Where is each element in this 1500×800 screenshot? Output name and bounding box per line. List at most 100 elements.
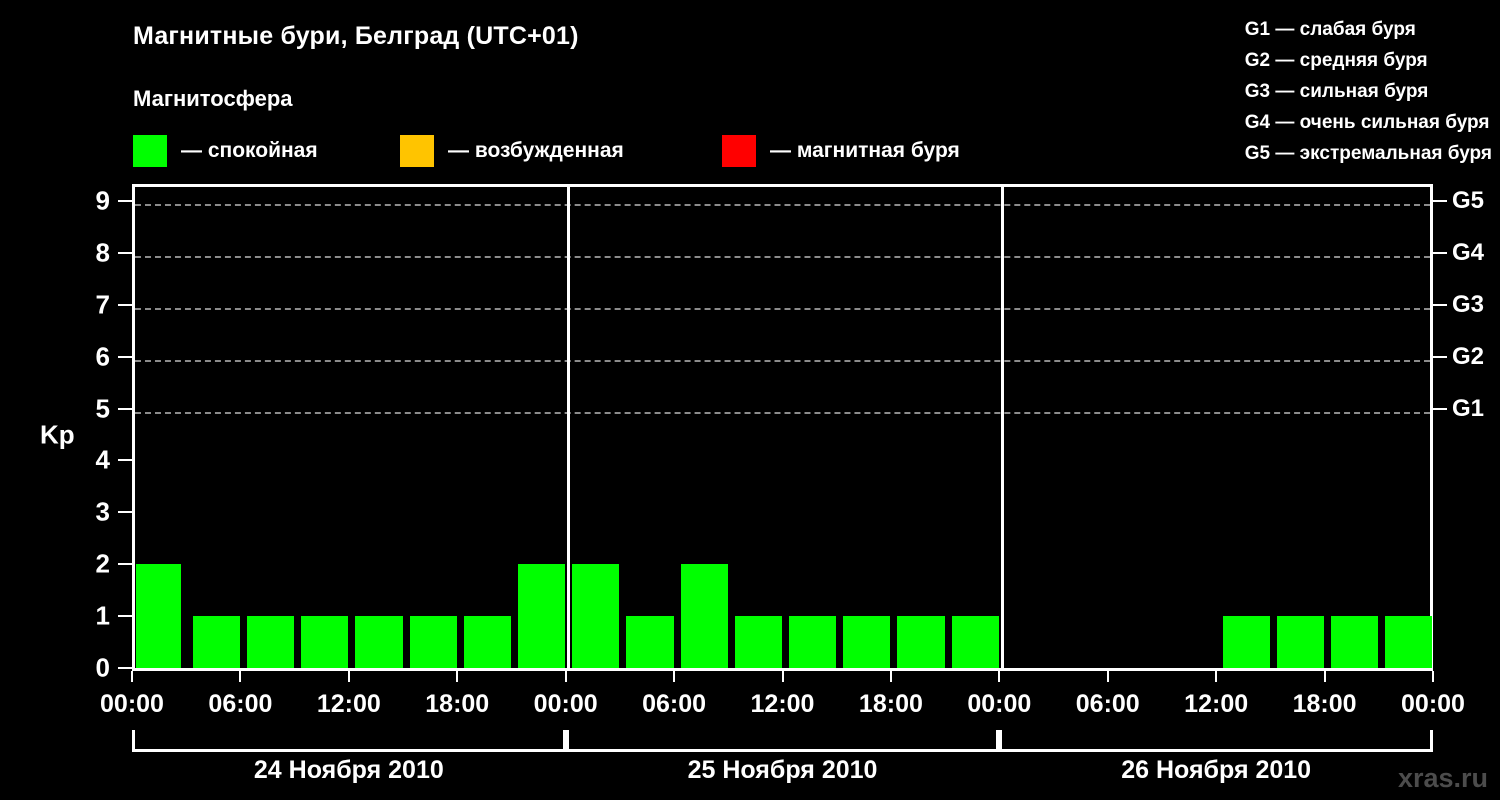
bar — [951, 616, 999, 668]
y-tick-5 — [118, 407, 132, 410]
bar — [246, 616, 295, 668]
y-tick-9 — [118, 200, 132, 202]
red-square-icon — [722, 135, 756, 167]
y-tick-8 — [118, 251, 132, 254]
x-axis-label-11: 18:00 — [1292, 690, 1357, 718]
y-axis-label-4: 4 — [95, 444, 110, 475]
x-tick-12 — [1432, 671, 1434, 682]
x-tick-0 — [131, 671, 133, 682]
legend-item-label: — спокойная — [181, 139, 318, 162]
bar — [409, 616, 457, 668]
bar — [734, 616, 782, 668]
x-axis-label-2: 12:00 — [316, 690, 381, 718]
x-tick-1 — [239, 671, 242, 682]
x-tick-6 — [781, 671, 784, 682]
bar — [1276, 616, 1325, 668]
chart-plot-area — [132, 184, 1433, 671]
right-axis-label-G5: G5 — [1452, 187, 1485, 214]
y-axis-label-0: 0 — [95, 652, 110, 683]
x-tick-7 — [889, 671, 892, 682]
bar — [136, 564, 181, 668]
storm-scale-row-5: G5 — экстремальная буря — [1244, 143, 1492, 164]
bar — [789, 616, 837, 668]
x-axis-label-8: 00:00 — [967, 690, 1032, 718]
x-axis-baseline — [132, 668, 1433, 671]
gridline-kp-6 — [135, 359, 1430, 362]
storm-scale-row-4: G4 — очень сильная буря — [1244, 112, 1490, 133]
x-tick-4 — [564, 671, 567, 682]
x-tick-8 — [998, 671, 1001, 682]
y-axis-label-6: 6 — [95, 341, 110, 372]
x-axis-label-4: 00:00 — [533, 690, 598, 718]
right-tick-G4 — [1433, 251, 1447, 254]
bar — [1222, 616, 1270, 668]
legend-item-1: — возбужденная — [400, 132, 624, 170]
right-tick-G5 — [1433, 200, 1447, 202]
storm-scale-row-1: G1 — слабая буря — [1244, 19, 1416, 40]
gridline-kp-9 — [135, 204, 1430, 206]
legend-item-0: — спокойная — [133, 132, 318, 170]
bar — [463, 616, 511, 668]
y-tick-6 — [118, 355, 132, 358]
bar — [897, 616, 945, 668]
y-axis-label-7: 7 — [95, 289, 110, 320]
amber-square-icon — [400, 135, 434, 167]
page-title: Магнитные бури, Белград (UTC+01) — [133, 22, 579, 50]
y-axis-label-5: 5 — [95, 393, 110, 424]
x-tick-10 — [1215, 671, 1218, 682]
x-axis-label-10: 12:00 — [1184, 690, 1249, 718]
x-axis-label-7: 18:00 — [858, 690, 923, 718]
y-tick-7 — [118, 303, 132, 306]
bar — [301, 616, 349, 668]
x-tick-2 — [347, 671, 350, 682]
legend-item-label: — возбужденная — [448, 139, 624, 162]
storm-scale-row-3: G3 — сильная буря — [1244, 81, 1429, 102]
x-axis-label-0: 00:00 — [100, 690, 164, 718]
x-axis-label-6: 12:00 — [750, 690, 815, 718]
bar — [1385, 616, 1433, 668]
y-axis-label-9: 9 — [95, 185, 110, 216]
bar — [355, 616, 403, 668]
gridline-kp-7 — [135, 307, 1430, 310]
y-tick-1 — [118, 615, 132, 618]
legend-item-label: — магнитная буря — [770, 139, 960, 162]
bar — [843, 616, 891, 668]
day-bracket-0 — [132, 730, 566, 752]
day-bracket-1 — [565, 730, 1000, 752]
x-axis-label-9: 06:00 — [1075, 690, 1140, 718]
right-axis-label-G4: G4 — [1452, 238, 1485, 266]
plot-frame — [132, 184, 1433, 668]
x-axis-label-5: 06:00 — [642, 690, 707, 718]
magnetosphere-heading: Магнитосфера — [133, 86, 293, 111]
day-separator — [1000, 187, 1004, 668]
bar — [192, 616, 240, 668]
bar — [517, 564, 566, 668]
x-axis-label-1: 06:00 — [208, 690, 273, 718]
day-label-2: 26 Ноября 2010 — [1121, 756, 1312, 784]
y-tick-2 — [118, 563, 132, 566]
right-axis-label-G3: G3 — [1452, 290, 1485, 318]
y-tick-4 — [118, 459, 132, 462]
right-axis-label-G2: G2 — [1452, 342, 1485, 370]
right-tick-G3 — [1433, 303, 1447, 306]
day-label-1: 25 Ноября 2010 — [687, 756, 878, 784]
bar — [1331, 616, 1379, 668]
y-tick-0 — [118, 667, 132, 669]
green-square-icon — [133, 135, 167, 167]
right-tick-G1 — [1433, 407, 1447, 410]
day-label-0: 24 Ноября 2010 — [253, 756, 444, 784]
y-tick-3 — [118, 511, 132, 514]
gridline-kp-8 — [135, 255, 1430, 258]
bar — [626, 616, 674, 668]
right-axis-label-G1: G1 — [1452, 394, 1485, 422]
x-tick-3 — [456, 671, 459, 682]
bar — [680, 564, 728, 668]
y-axis-title: Kp — [40, 419, 75, 449]
x-tick-11 — [1323, 671, 1326, 682]
x-tick-5 — [673, 671, 676, 682]
x-axis-label-12: 00:00 — [1401, 690, 1465, 718]
storm-scale-row-2: G2 — средняя буря — [1244, 50, 1428, 71]
day-separator — [567, 187, 571, 668]
y-axis-label-3: 3 — [95, 496, 110, 527]
right-tick-G2 — [1433, 355, 1447, 358]
